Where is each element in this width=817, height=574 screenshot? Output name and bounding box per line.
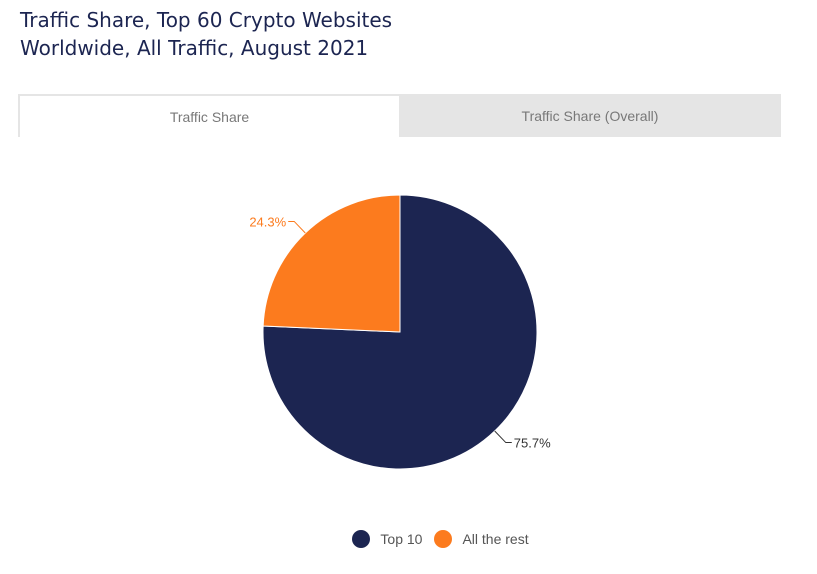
chart-title-line-2: Worldwide, All Traffic, August 2021 (20, 36, 369, 60)
legend-item-all-the-rest[interactable]: All the rest (434, 530, 529, 548)
legend-item-top-10[interactable]: Top 10 (352, 530, 422, 548)
legend-label-top-10: Top 10 (380, 531, 423, 547)
chart-title-line-1: Traffic Share, Top 60 Crypto Websites (20, 8, 393, 32)
legend: Top 10 All the rest (0, 530, 817, 548)
pie-chart: 75.7% 24.3% (249, 194, 551, 470)
legend-label-all-the-rest: All the rest (462, 531, 529, 547)
tab-traffic-share-overall[interactable]: Traffic Share (Overall) (521, 107, 659, 124)
tab-traffic-share[interactable]: Traffic Share (20, 96, 399, 137)
data-label-all-the-rest: 24.3% (249, 214, 286, 229)
data-label-top-10: 75.7% (514, 436, 551, 451)
legend-marker-all-the-rest (434, 530, 453, 548)
legend-marker-top-10 (352, 530, 371, 548)
data-label-connector-0 (494, 430, 512, 444)
tab-bar: Traffic Share Traffic Share (Overall) (18, 94, 781, 137)
chart-title: Traffic Share, Top 60 Crypto Websites Wo… (20, 6, 392, 62)
data-label-connector-1 (288, 220, 306, 234)
